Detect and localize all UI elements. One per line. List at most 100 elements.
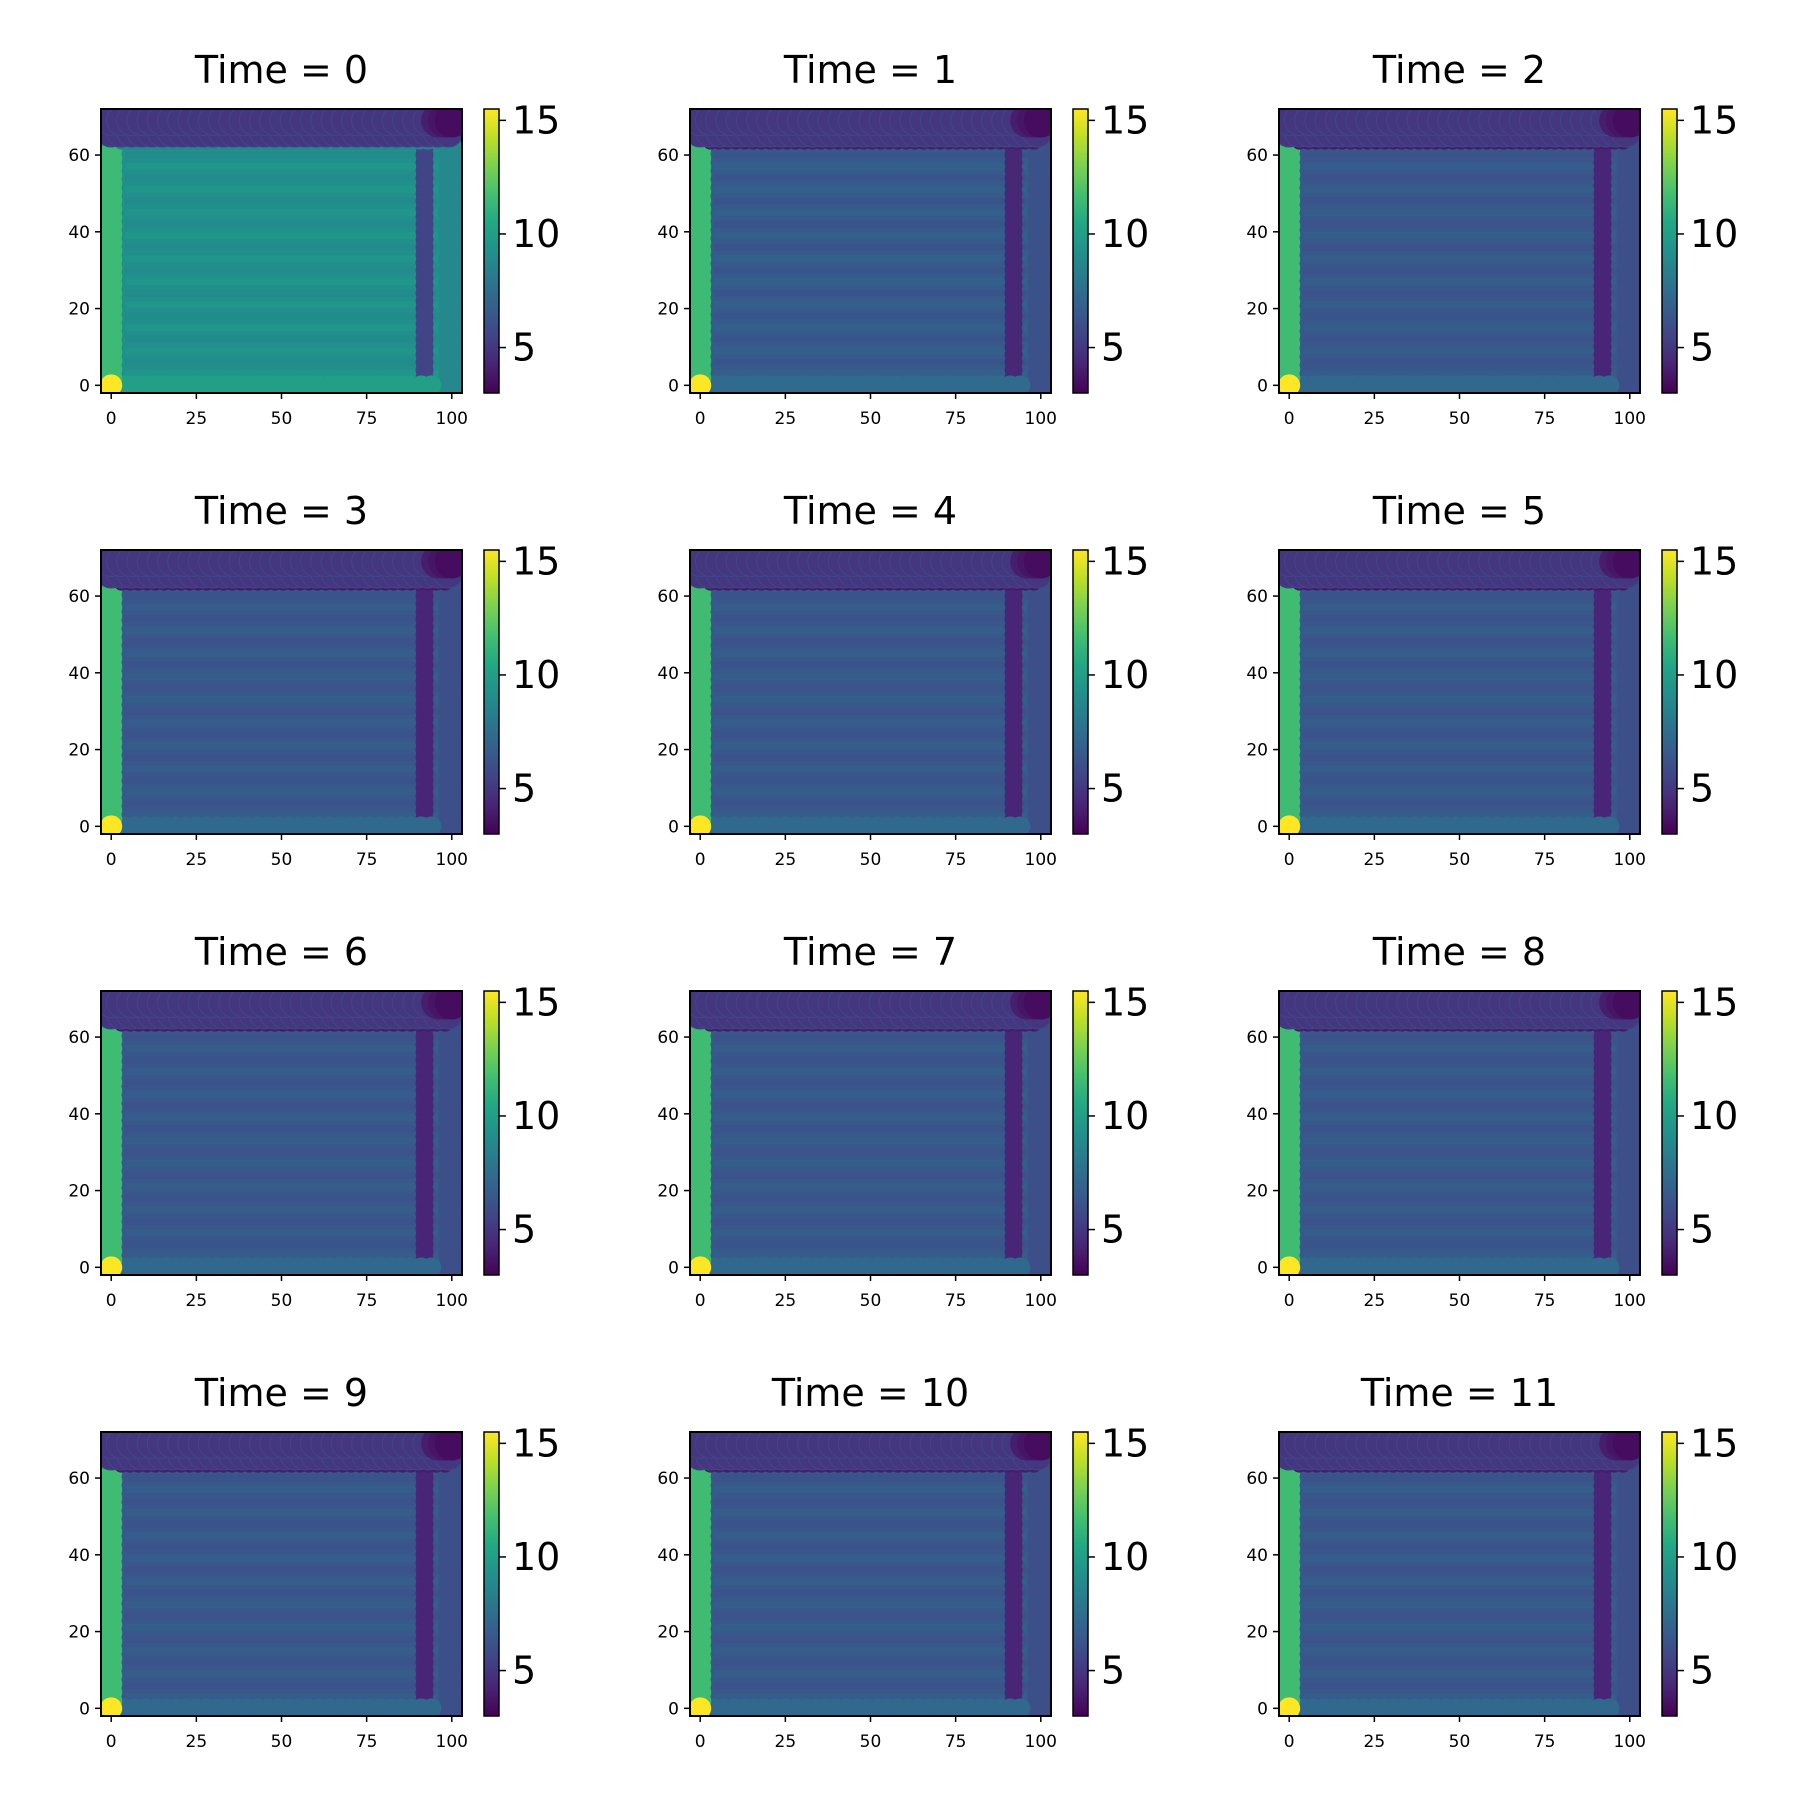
field-row bbox=[124, 186, 439, 194]
field-row bbox=[124, 324, 439, 332]
x-tick-label: 50 bbox=[271, 1732, 293, 1752]
field-row bbox=[124, 1068, 439, 1076]
x-tick-label: 100 bbox=[1614, 1291, 1646, 1311]
field-row bbox=[713, 1509, 1028, 1517]
colorbar-tick-label: 5 bbox=[1690, 767, 1714, 811]
colorbar-tick-label: 15 bbox=[1101, 539, 1149, 583]
x-tick-label: 100 bbox=[436, 850, 468, 870]
field-row bbox=[124, 604, 439, 612]
x-tick-label: 100 bbox=[436, 1732, 468, 1752]
field-row bbox=[1302, 197, 1617, 205]
field-row bbox=[713, 220, 1028, 228]
field-row bbox=[713, 1045, 1028, 1053]
field-row bbox=[1302, 151, 1617, 159]
colorbar-tick-label: 15 bbox=[1101, 980, 1149, 1024]
field-row bbox=[1302, 1670, 1617, 1678]
colorbar-tick-label: 15 bbox=[512, 539, 560, 583]
field-row bbox=[1302, 335, 1617, 343]
x-tick-label: 0 bbox=[1284, 409, 1295, 429]
field-row bbox=[124, 312, 439, 320]
x-tick-label: 0 bbox=[1284, 1732, 1295, 1752]
field-row bbox=[1302, 604, 1617, 612]
x-tick-label: 0 bbox=[695, 1291, 706, 1311]
field-row bbox=[124, 1229, 439, 1237]
field-row bbox=[713, 1183, 1028, 1191]
colorbar-tick-label: 5 bbox=[1101, 1649, 1125, 1693]
colorbar-tick-label: 15 bbox=[1690, 98, 1738, 142]
y-tick-label: 0 bbox=[1257, 376, 1268, 396]
field-row bbox=[1302, 278, 1617, 286]
x-tick-label: 25 bbox=[1364, 1732, 1386, 1752]
x-tick-label: 100 bbox=[1614, 1732, 1646, 1752]
field-row bbox=[713, 163, 1028, 171]
field-row bbox=[713, 1658, 1028, 1666]
field-row bbox=[124, 1670, 439, 1678]
field-row bbox=[124, 1217, 439, 1225]
colorbar-tick-label: 10 bbox=[512, 1094, 560, 1138]
x-tick-label: 0 bbox=[695, 850, 706, 870]
field-row bbox=[124, 1532, 439, 1540]
field-row bbox=[713, 627, 1028, 635]
point-top-right bbox=[434, 109, 462, 138]
field-row bbox=[713, 1670, 1028, 1678]
field-row bbox=[124, 1102, 439, 1110]
point-top-right bbox=[434, 1432, 462, 1461]
point-top-right bbox=[1612, 109, 1640, 138]
field-row bbox=[124, 753, 439, 761]
field-row bbox=[713, 1555, 1028, 1563]
x-tick-label: 100 bbox=[1025, 850, 1057, 870]
point-bottom-row bbox=[421, 375, 442, 393]
field-row bbox=[1302, 592, 1617, 600]
y-tick-label: 60 bbox=[657, 1028, 679, 1048]
colorbar-tick-label: 5 bbox=[512, 1208, 536, 1252]
field-row bbox=[1302, 220, 1617, 228]
x-tick-label: 50 bbox=[271, 409, 293, 429]
x-tick-label: 25 bbox=[775, 850, 797, 870]
colorbar bbox=[1661, 108, 1678, 394]
point-bottom-row bbox=[1599, 375, 1620, 393]
y-tick-label: 20 bbox=[1246, 1623, 1268, 1643]
field-row bbox=[713, 1252, 1028, 1260]
colorbar bbox=[1661, 1431, 1678, 1717]
x-tick-label: 50 bbox=[1449, 1291, 1471, 1311]
y-tick-label: 40 bbox=[1246, 1105, 1268, 1125]
colorbar-tick-label: 10 bbox=[512, 212, 560, 256]
field-row bbox=[1302, 232, 1617, 240]
scatter-points bbox=[690, 550, 1051, 834]
field-row bbox=[713, 742, 1028, 750]
field-row bbox=[124, 799, 439, 807]
field-row bbox=[713, 197, 1028, 205]
field-row bbox=[713, 1543, 1028, 1551]
field-row bbox=[713, 776, 1028, 784]
x-tick-label: 25 bbox=[1364, 1291, 1386, 1311]
field-row bbox=[124, 1497, 439, 1505]
field-row bbox=[713, 592, 1028, 600]
subplot-time-10: 0 25 50 75 100 0 20 40 60 Time = 10 5 10 15 bbox=[657, 1371, 1149, 1752]
subplot-title: Time = 0 bbox=[194, 48, 368, 92]
x-tick-label: 100 bbox=[436, 1291, 468, 1311]
field-row bbox=[1302, 1497, 1617, 1505]
x-tick-label: 25 bbox=[1364, 850, 1386, 870]
field-row bbox=[713, 1171, 1028, 1179]
field-row bbox=[124, 1114, 439, 1122]
field-row bbox=[124, 174, 439, 182]
x-tick-label: 50 bbox=[1449, 850, 1471, 870]
point-bottom-row bbox=[1599, 816, 1620, 834]
field-row bbox=[713, 243, 1028, 251]
scatter-points bbox=[690, 1432, 1051, 1716]
point-bottom-row bbox=[1010, 816, 1031, 834]
field-row bbox=[124, 730, 439, 738]
y-tick-label: 40 bbox=[68, 1105, 90, 1125]
field-row bbox=[1302, 730, 1617, 738]
point-corner bbox=[1279, 1697, 1301, 1716]
y-tick-label: 60 bbox=[1246, 146, 1268, 166]
point-top-right bbox=[434, 550, 462, 579]
field-row bbox=[713, 232, 1028, 240]
field-row bbox=[124, 1624, 439, 1632]
point-top-right bbox=[1023, 1432, 1051, 1461]
field-row bbox=[124, 650, 439, 658]
scatter-points bbox=[690, 991, 1051, 1275]
field-row bbox=[1302, 696, 1617, 704]
field-row bbox=[713, 661, 1028, 669]
colorbar bbox=[483, 1431, 500, 1717]
